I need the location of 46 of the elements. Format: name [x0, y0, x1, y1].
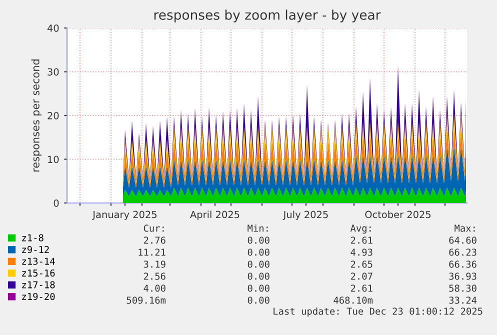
legend-label: z15-16: [22, 269, 55, 277]
y-tick-label: 30: [48, 68, 59, 76]
text: Avg:: [350, 224, 371, 234]
text: 3.19: [144, 260, 166, 268]
text: 58.30: [449, 284, 476, 292]
text: 2.61: [350, 284, 372, 292]
text: 2.07: [350, 272, 372, 280]
y-tick-label: 0: [54, 199, 59, 207]
legend-label: z19-20: [22, 292, 55, 300]
x-tick-label: July 2025: [282, 210, 328, 220]
text: 0.00: [248, 260, 270, 268]
text: 2.65: [350, 260, 372, 268]
y-tick-label: 40: [47, 24, 59, 32]
text: 11.21: [138, 248, 166, 256]
chart-title: responses by zoom layer - by year: [154, 10, 381, 22]
x-tick-label: October 2025: [365, 210, 431, 218]
text: 0.00: [248, 248, 270, 256]
legend-label: z13-14: [22, 258, 55, 265]
text: 0.00: [248, 296, 270, 304]
text: 2.61: [350, 236, 372, 244]
text: Last update: Tue Dec 23 01:00:12 2025: [274, 307, 482, 317]
text: 64.60: [449, 236, 476, 244]
text: 468.10m: [334, 296, 373, 304]
text: Max:: [454, 224, 475, 232]
text: 66.23: [449, 248, 476, 256]
y-axis-title: responses per second: [31, 60, 42, 172]
x-tick-label: April 2025: [190, 210, 240, 220]
x-tick-label: January 2025: [92, 210, 156, 220]
legend-label: z17-18: [22, 281, 55, 288]
text: 36.93: [449, 272, 476, 280]
legend-label: z9-12: [22, 246, 49, 254]
y-tick-label: 10: [48, 156, 59, 164]
text: 0.00: [248, 236, 270, 244]
text: 509.16m: [126, 296, 166, 304]
text: 4.00: [144, 284, 166, 292]
y-tick-label: 20: [48, 112, 59, 120]
text: 66.36: [449, 260, 476, 268]
text: 0.00: [248, 284, 270, 292]
text: 4.93: [350, 248, 372, 256]
text: Cur:: [144, 224, 164, 232]
legend-label: z1-8: [22, 234, 44, 242]
text: 2.76: [144, 236, 166, 244]
text: 33.24: [449, 296, 477, 304]
text: 0.00: [248, 272, 270, 280]
text: 2.56: [144, 272, 166, 280]
text: Min:: [248, 224, 268, 232]
